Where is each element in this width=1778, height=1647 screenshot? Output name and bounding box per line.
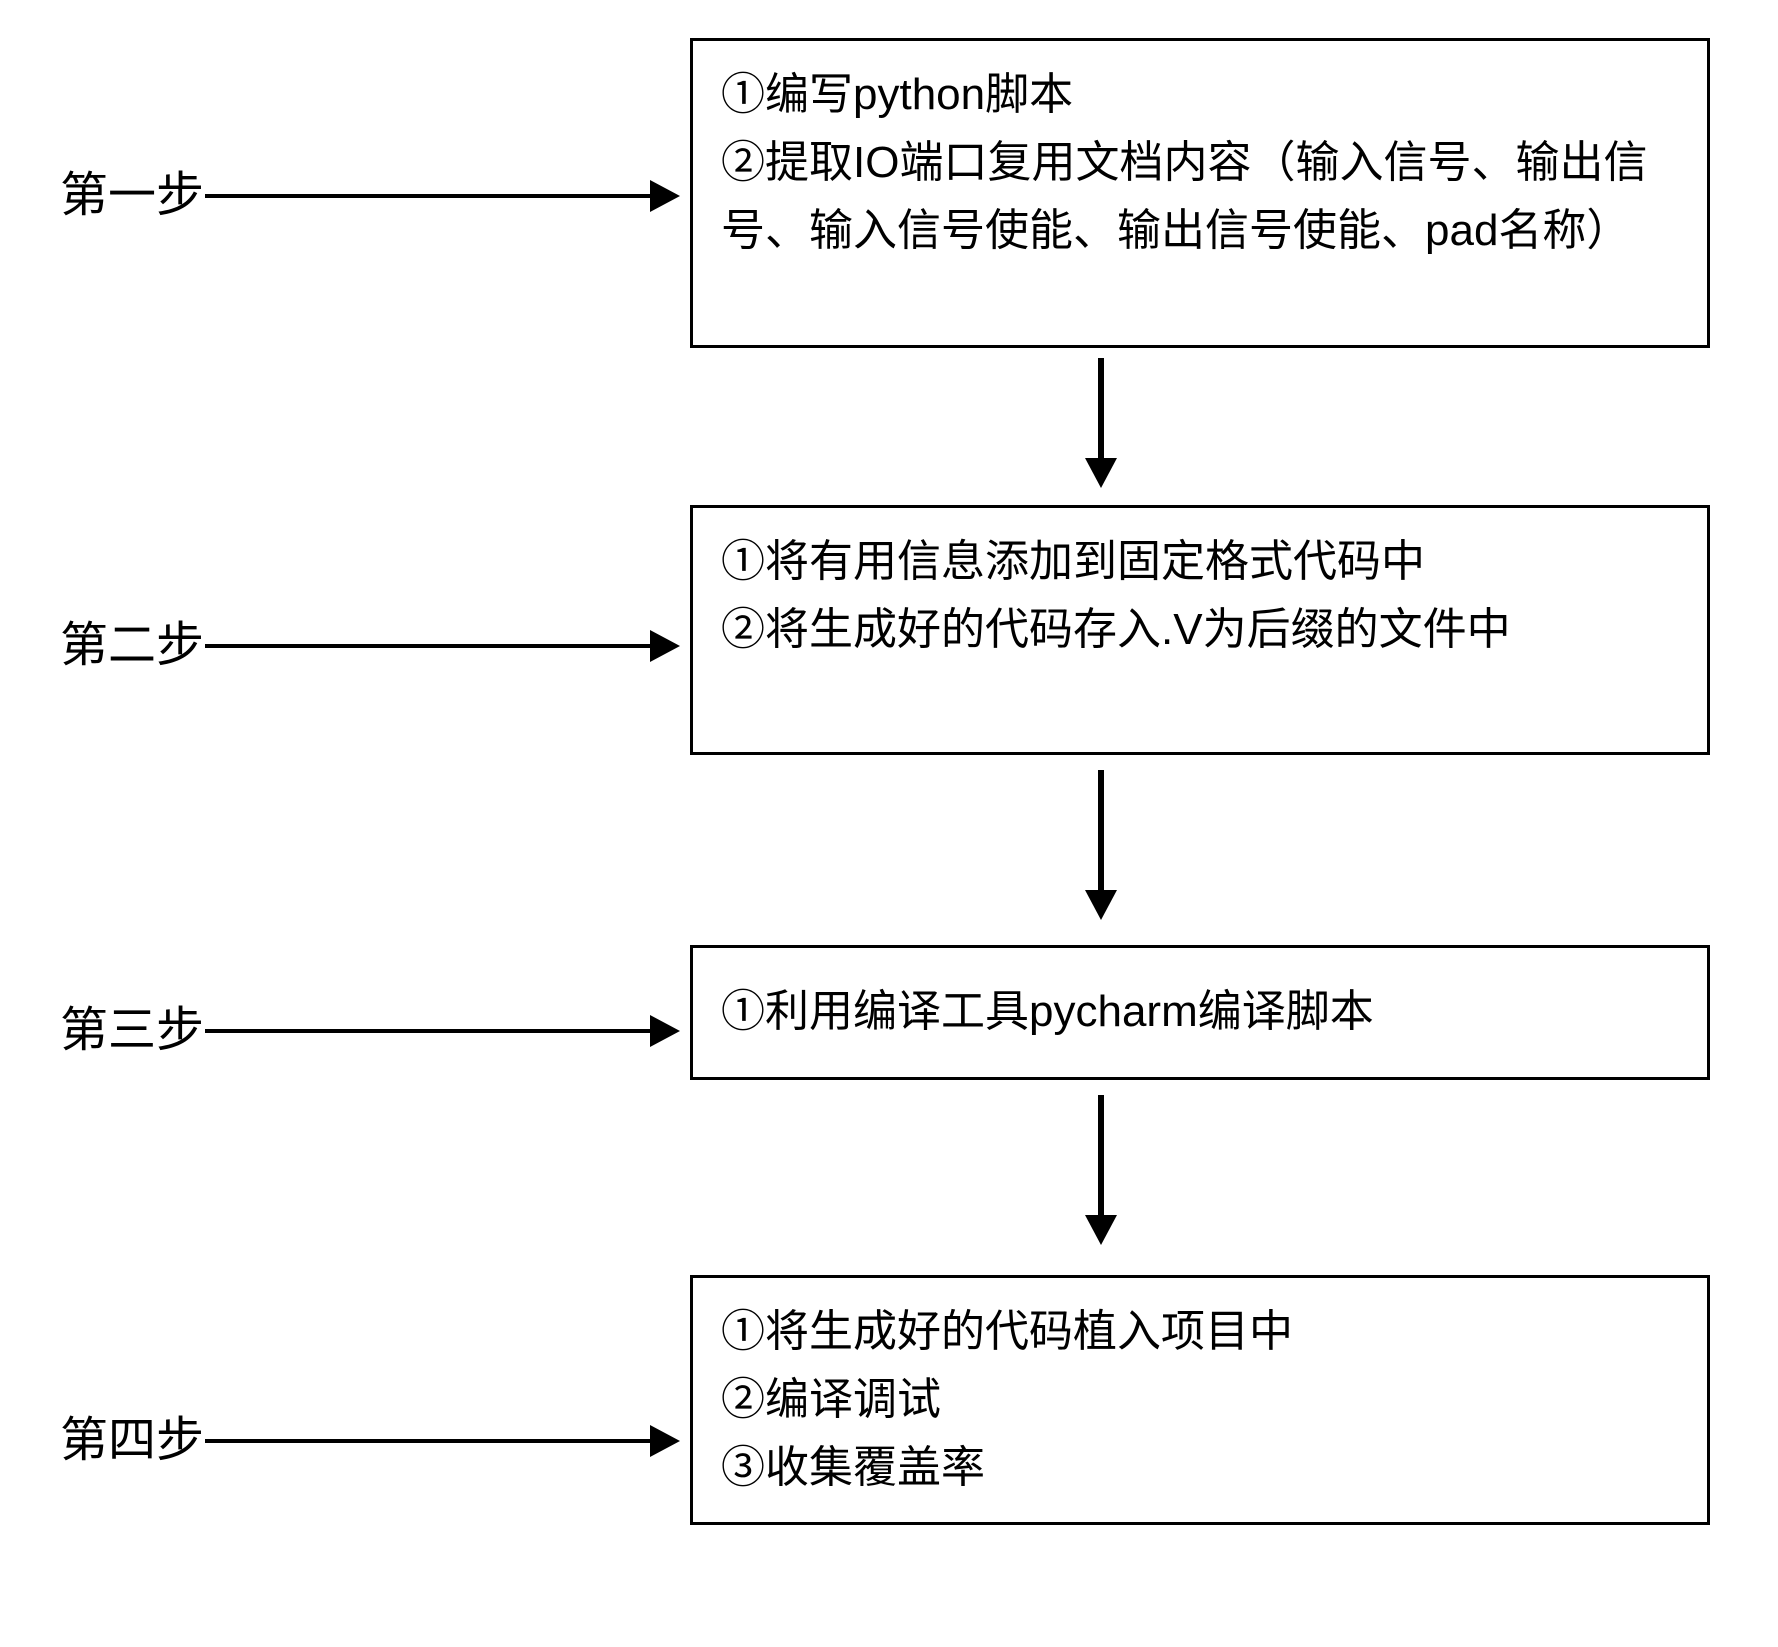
step-box-1: ①编写python脚本 ②提取IO端口复用文档内容（输入信号、输出信号、输入信号…	[690, 38, 1710, 348]
arrow-down-1	[1085, 358, 1117, 488]
step-box-4: ①将生成好的代码植入项目中 ②编译调试 ③收集覆盖率	[690, 1275, 1710, 1525]
arrow-down-2	[1085, 770, 1117, 920]
step-label-2: 第二步	[60, 605, 204, 675]
arrow-to-step-2	[205, 630, 680, 662]
step-label-1: 第一步	[60, 155, 204, 225]
arrow-to-step-3	[205, 1015, 680, 1047]
arrow-to-step-1	[205, 180, 680, 212]
step-box-2-content: ①将有用信息添加到固定格式代码中 ②将生成好的代码存入.V为后缀的文件中	[721, 537, 1511, 654]
step-box-4-content: ①将生成好的代码植入项目中 ②编译调试 ③收集覆盖率	[721, 1307, 1293, 1492]
step-box-2: ①将有用信息添加到固定格式代码中 ②将生成好的代码存入.V为后缀的文件中	[690, 505, 1710, 755]
step-box-3-content: ①利用编译工具pycharm编译脚本	[721, 978, 1374, 1046]
arrow-down-3	[1085, 1095, 1117, 1245]
step-label-4: 第四步	[60, 1400, 204, 1470]
step-label-3: 第三步	[60, 990, 204, 1060]
step-box-1-content: ①编写python脚本 ②提取IO端口复用文档内容（输入信号、输出信号、输入信号…	[721, 70, 1647, 255]
arrow-to-step-4	[205, 1425, 680, 1457]
step-box-3: ①利用编译工具pycharm编译脚本	[690, 945, 1710, 1080]
